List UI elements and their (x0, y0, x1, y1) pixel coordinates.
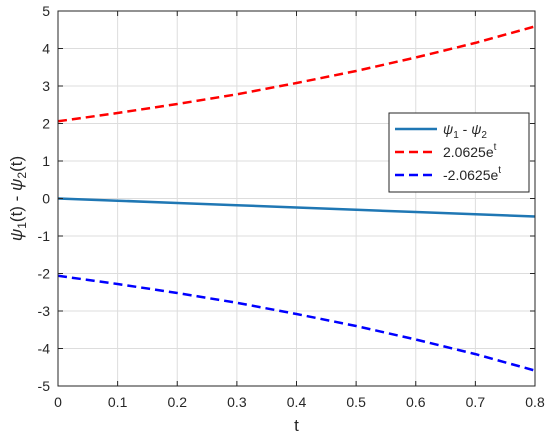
series-2-point (296, 83, 297, 84)
y-tick-label: -5 (38, 378, 51, 394)
label-segment: ψ (7, 179, 26, 191)
x-tick-label: 0.3 (227, 394, 247, 410)
series-2-point (117, 113, 118, 114)
series-3-point (475, 354, 476, 355)
y-tick-label: 3 (42, 78, 50, 94)
series-3-point (356, 326, 357, 327)
x-tick-label: 0.6 (406, 394, 426, 410)
y-tick-label: 5 (42, 3, 50, 19)
series-1-point (236, 205, 237, 206)
x-tick-label: 0.5 (346, 394, 366, 410)
label-segment: - (459, 121, 471, 137)
y-axis-label: ψ1(t) - ψ2(t) (7, 156, 29, 241)
y-tick-label: -4 (38, 341, 51, 357)
label-segment: t (498, 165, 501, 176)
y-tick-label: 4 (42, 41, 50, 57)
label-segment: 2 (15, 172, 29, 179)
x-tick-label: 0.1 (108, 394, 128, 410)
series-1-point (475, 214, 476, 215)
series-line-3 (57, 274, 536, 372)
x-tick-label: 0.7 (466, 394, 486, 410)
series-2-point (236, 94, 237, 95)
series-3-point (177, 293, 178, 294)
y-tick-label: 0 (42, 191, 50, 207)
series-2-point (415, 57, 416, 58)
series-2-point (177, 104, 178, 105)
series-2-point (475, 42, 476, 43)
legend: ψ1 - ψ22.0625et-2.0625et (388, 112, 530, 193)
label-segment: 1 (15, 222, 29, 229)
x-tick-label: 0 (54, 394, 62, 410)
y-tick-label: 2 (42, 116, 50, 132)
x-tick-label: 0.2 (168, 394, 188, 410)
label-segment: t (494, 142, 497, 153)
legend-label: 2.0625et (443, 142, 497, 160)
series-3-point (117, 284, 118, 285)
label-segment: (t) - (7, 191, 26, 222)
y-tick-label: -1 (38, 228, 51, 244)
label-segment: 1 (453, 130, 459, 141)
label-segment: ψ (7, 229, 26, 241)
label-segment: 2 (481, 130, 487, 141)
y-tick-label: -3 (38, 303, 51, 319)
label-segment: ψ (471, 121, 481, 137)
label-segment: 2.0625e (443, 144, 494, 160)
legend-label: ψ1 - ψ2 (443, 121, 487, 141)
x-tick-label: 0.8 (525, 394, 545, 410)
series-1-point (356, 209, 357, 210)
series-1-point (415, 212, 416, 213)
series-3-point (296, 314, 297, 315)
series-layer (57, 25, 536, 372)
axis-ticks (57, 10, 536, 387)
series-line-1 (57, 197, 536, 218)
y-tick-label: 1 (42, 153, 50, 169)
label-segment: -2.0625e (443, 167, 498, 183)
series-line-2 (57, 25, 536, 123)
label-segment: (t) (7, 156, 26, 172)
series-3-point (236, 302, 237, 303)
series-2-point (356, 71, 357, 72)
series-3-point (415, 339, 416, 340)
series-1-point (296, 207, 297, 208)
y-tick-label: -2 (38, 266, 51, 282)
legend-label: -2.0625et (443, 165, 501, 183)
tick-labels: 0 0.1 0.2 0.3 0.4 0.5 0.6 0.7 0.8-5-4-3-2-101234… (38, 3, 545, 410)
series-1-point (177, 203, 178, 204)
x-tick-label: 0.4 (287, 394, 307, 410)
x-axis-label: t (294, 416, 299, 435)
label-segment: ψ (443, 121, 453, 137)
series-1-point (117, 200, 118, 201)
